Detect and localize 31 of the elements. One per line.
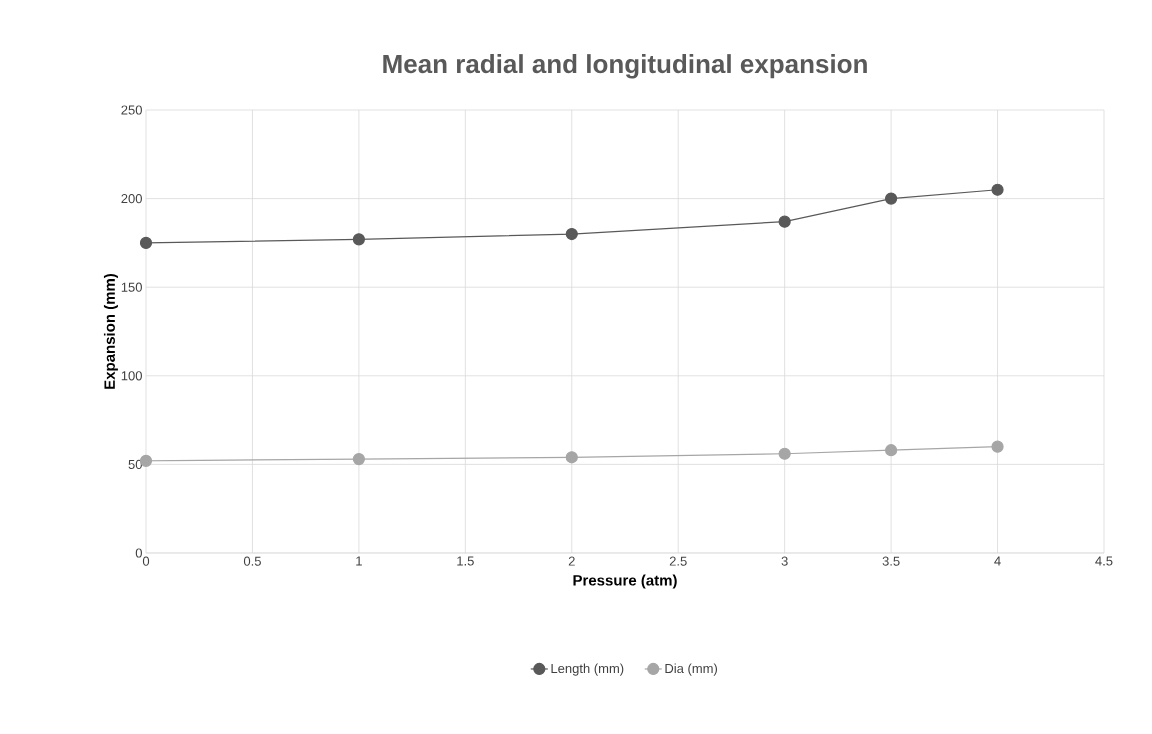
point <box>991 440 1004 453</box>
y-tick-label: 250 <box>121 105 142 115</box>
point <box>139 236 153 249</box>
x-tick-label: 2.5 <box>669 556 687 566</box>
x-tick-label: 1 <box>356 556 362 566</box>
x-tick-label: 4.5 <box>1095 556 1113 566</box>
legend-label: Dia (mm) <box>665 663 718 676</box>
point <box>352 233 365 246</box>
point <box>565 227 578 241</box>
x-axis-title: Pressure (atm) <box>573 574 677 589</box>
x-tick-label: 3.5 <box>882 556 900 566</box>
y-tick-label: 200 <box>121 193 142 204</box>
point <box>565 451 578 464</box>
point <box>885 192 898 205</box>
point <box>885 444 898 457</box>
y-tick-label: 0 <box>135 548 142 558</box>
x-tick-label: 4 <box>994 556 1001 566</box>
x-tick-label: 1.5 <box>457 556 474 566</box>
x-tick-label: 0.5 <box>243 556 261 566</box>
point <box>778 447 791 460</box>
legend-label: Length (mm) <box>551 663 624 676</box>
x-tick-label: 3 <box>781 556 788 566</box>
chart-title: Mean radial and longitudinal expansion <box>383 54 867 79</box>
point <box>991 183 1004 196</box>
y-tick-label: 150 <box>121 282 142 292</box>
x-tick-label: 0 <box>142 556 150 566</box>
point <box>352 452 365 466</box>
x-tick-label: 2 <box>568 556 575 566</box>
point <box>778 215 791 228</box>
y-tick-label: 100 <box>121 371 142 381</box>
y-axis-title: Expansion (mm) <box>103 273 118 389</box>
